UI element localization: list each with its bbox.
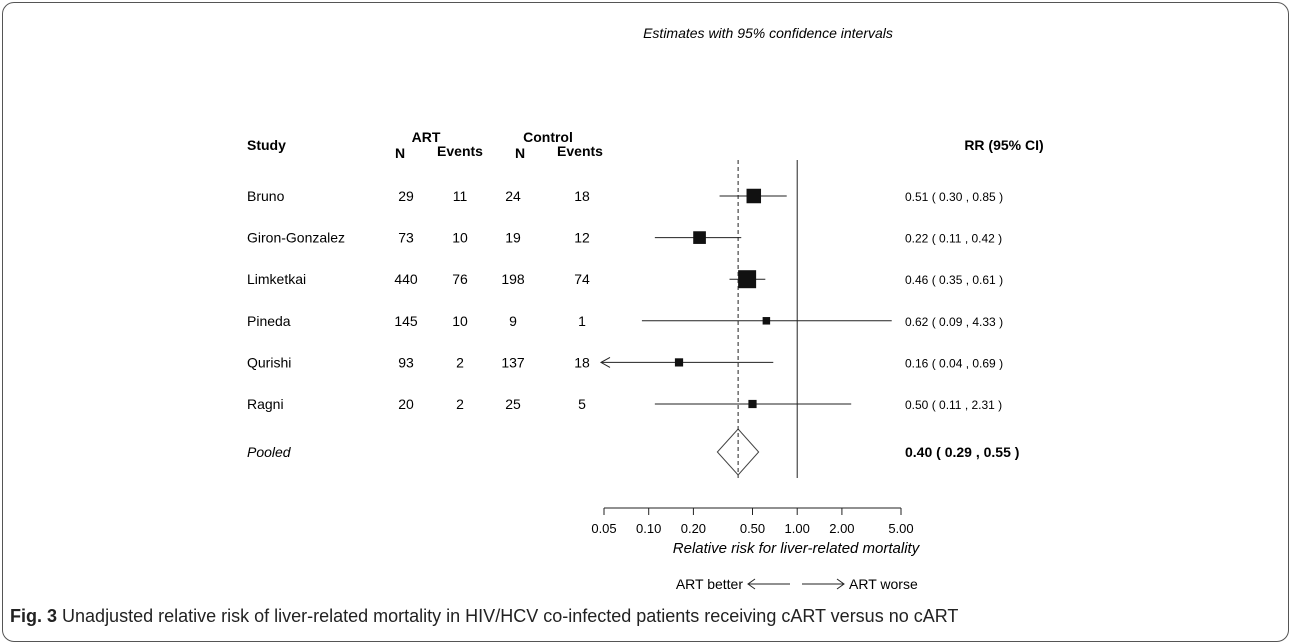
art-n-cell: 20 bbox=[398, 396, 414, 412]
study-name: Giron-Gonzalez bbox=[247, 230, 345, 246]
pooled-label: Pooled bbox=[247, 444, 292, 460]
x-tick-label: 5.00 bbox=[888, 521, 913, 536]
study-name: Qurishi bbox=[247, 354, 291, 370]
art-n-cell: 29 bbox=[398, 188, 414, 204]
effect-square bbox=[693, 231, 706, 244]
figure-caption: Fig. 3 Unadjusted relative risk of liver… bbox=[10, 606, 958, 627]
art-n-cell: 145 bbox=[394, 313, 418, 329]
ctrl-events-cell: 1 bbox=[578, 313, 586, 329]
art-n-cell: 93 bbox=[398, 354, 414, 370]
art-events-cell: 10 bbox=[452, 230, 468, 246]
caption-text: Unadjusted relative risk of liver-relate… bbox=[62, 606, 959, 626]
art-events-cell: 76 bbox=[452, 271, 468, 287]
study-name: Bruno bbox=[247, 188, 285, 204]
header-study: Study bbox=[247, 137, 286, 153]
art-events-cell: 2 bbox=[456, 396, 464, 412]
effect-square bbox=[748, 399, 757, 409]
study-name: Ragni bbox=[247, 396, 284, 412]
study-name: Limketkai bbox=[247, 271, 306, 287]
ctrl-events-cell: 12 bbox=[574, 230, 590, 246]
art-events-cell: 10 bbox=[452, 313, 468, 329]
direction-right-label: ART worse bbox=[849, 576, 918, 592]
study-row: Bruno 29 11 24 18 0.51 ( 0.30 , 0.85 ) bbox=[247, 188, 1003, 204]
header-art-n: N bbox=[395, 145, 405, 161]
direction-left-arrow bbox=[747, 578, 790, 590]
study-row: Ragni 20 2 25 5 0.50 ( 0.11 , 2.31 ) bbox=[247, 396, 1002, 412]
pooled-diamond bbox=[716, 428, 760, 476]
study-row: Pineda 145 10 9 1 0.62 ( 0.09 , 4.33 ) bbox=[247, 313, 1003, 329]
header-art: ART bbox=[412, 129, 441, 145]
x-tick-label: 0.10 bbox=[636, 521, 661, 536]
rr-ci-text: 0.62 ( 0.09 , 4.33 ) bbox=[905, 315, 1003, 329]
pooled-row: Pooled 0.40 ( 0.29 , 0.55 ) bbox=[247, 428, 1019, 476]
ctrl-n-cell: 19 bbox=[505, 230, 521, 246]
effect-square bbox=[674, 358, 684, 367]
x-axis-label: Relative risk for liver-related mortalit… bbox=[673, 540, 921, 557]
header-rr: RR (95% CI) bbox=[964, 137, 1043, 153]
ctrl-n-cell: 25 bbox=[505, 396, 521, 412]
ctrl-n-cell: 198 bbox=[501, 271, 525, 287]
effect-square bbox=[746, 188, 762, 204]
header-ctrl-n: N bbox=[515, 145, 525, 161]
study-row: Qurishi 93 2 137 18 0.16 ( 0.04 , 0.69 ) bbox=[247, 354, 1003, 370]
study-row: Limketkai 440 76 198 74 0.46 ( 0.35 , 0.61 ) bbox=[247, 270, 1003, 289]
rr-ci-text: 0.46 ( 0.35 , 0.61 ) bbox=[905, 273, 1003, 287]
rr-ci-text: 0.16 ( 0.04 , 0.69 ) bbox=[905, 356, 1003, 370]
direction-right-arrow bbox=[802, 578, 845, 590]
ci-truncation-arrow bbox=[599, 356, 611, 368]
study-row: Giron-Gonzalez 73 10 19 12 0.22 ( 0.11 , 0.42… bbox=[247, 230, 1002, 246]
ctrl-n-cell: 9 bbox=[509, 313, 517, 329]
ctrl-events-cell: 74 bbox=[574, 271, 590, 287]
x-tick-label: 0.20 bbox=[681, 521, 706, 536]
pooled-rr-ci-text: 0.40 ( 0.29 , 0.55 ) bbox=[905, 444, 1019, 460]
study-name: Pineda bbox=[247, 313, 291, 329]
effect-square bbox=[738, 270, 757, 289]
direction-left-label: ART better bbox=[676, 576, 744, 592]
ctrl-n-cell: 137 bbox=[501, 354, 525, 370]
art-n-cell: 440 bbox=[394, 271, 418, 287]
forest-plot: Estimates with 95% confidence intervals … bbox=[247, 25, 1044, 592]
rr-ci-text: 0.22 ( 0.11 , 0.42 ) bbox=[905, 232, 1002, 246]
x-tick-label: 0.50 bbox=[740, 521, 765, 536]
x-tick-label: 0.05 bbox=[591, 521, 616, 536]
rr-ci-text: 0.51 ( 0.30 , 0.85 ) bbox=[905, 190, 1003, 204]
effect-square bbox=[762, 317, 771, 325]
header-ctrl-events: Events bbox=[557, 143, 603, 159]
header-art-events: Events bbox=[437, 143, 483, 159]
header-control: Control bbox=[523, 129, 573, 145]
art-events-cell: 11 bbox=[453, 188, 468, 204]
rr-ci-text: 0.50 ( 0.11 , 2.31 ) bbox=[905, 398, 1002, 412]
x-tick-label: 1.00 bbox=[785, 521, 810, 536]
art-events-cell: 2 bbox=[456, 354, 464, 370]
ctrl-events-cell: 5 bbox=[578, 396, 586, 412]
caption-label: Fig. 3 bbox=[10, 606, 58, 626]
chart-title: Estimates with 95% confidence intervals bbox=[643, 25, 893, 41]
ctrl-events-cell: 18 bbox=[574, 354, 590, 370]
ctrl-n-cell: 24 bbox=[505, 188, 521, 204]
art-n-cell: 73 bbox=[398, 230, 414, 246]
ctrl-events-cell: 18 bbox=[574, 188, 590, 204]
x-tick-label: 2.00 bbox=[829, 521, 854, 536]
